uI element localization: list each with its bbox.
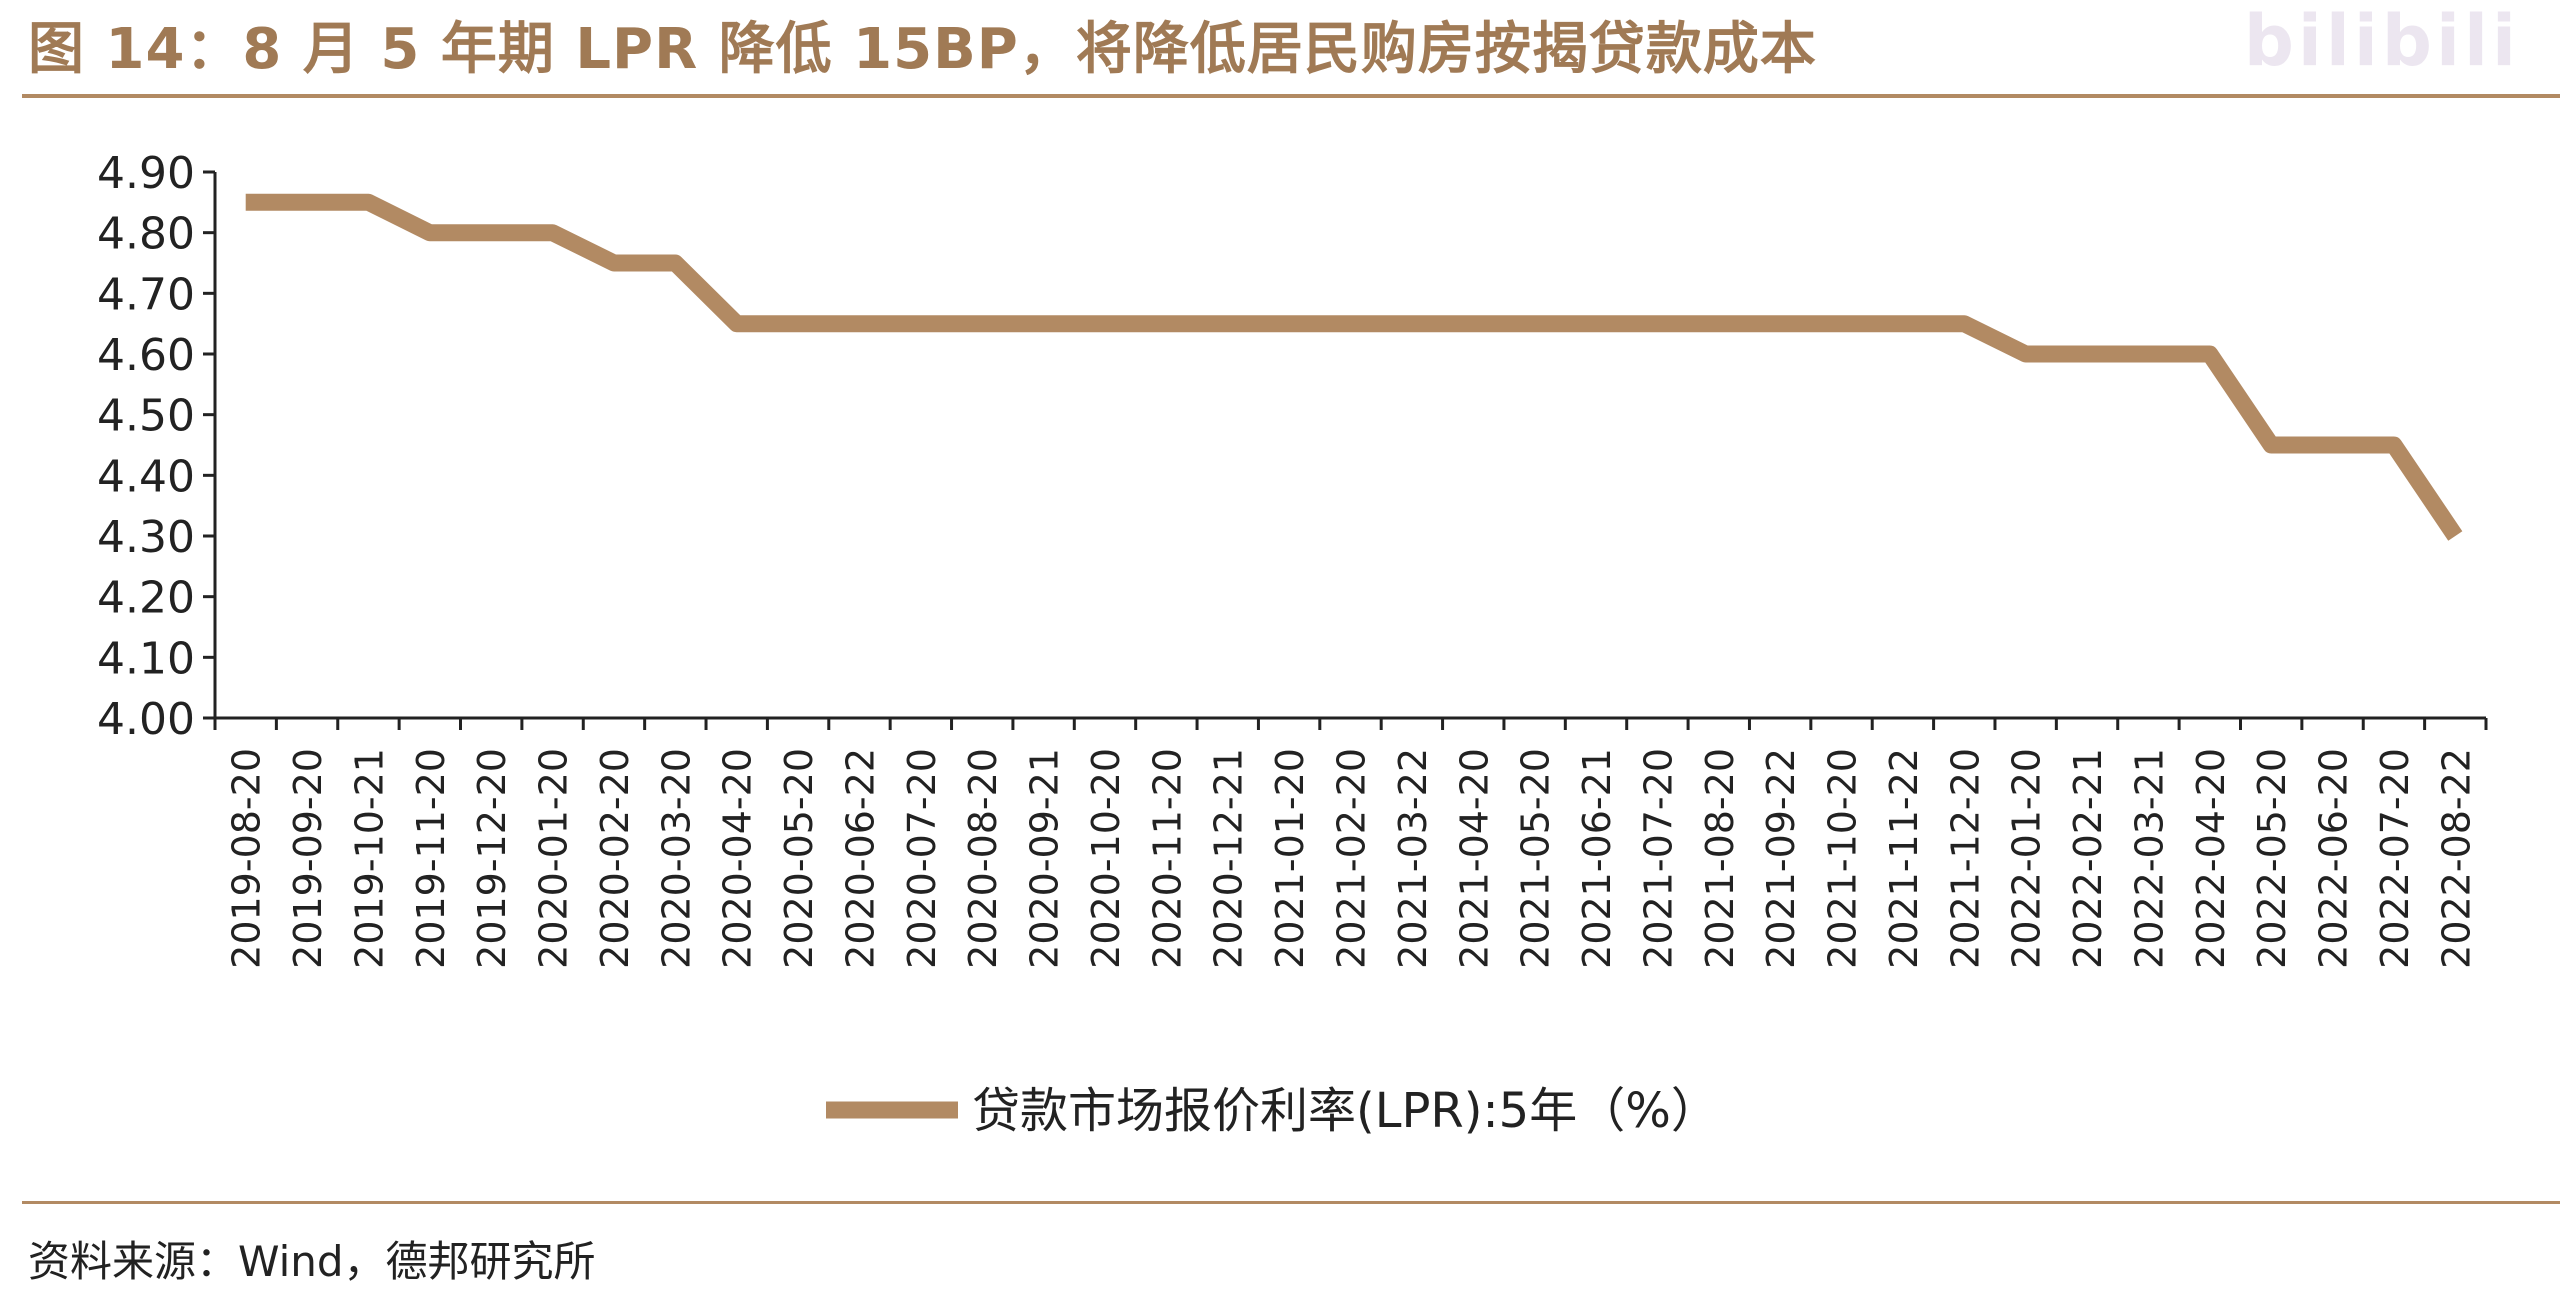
data-point: [1289, 323, 1290, 324]
x-tick-label: 2021-02-20: [1330, 748, 1374, 969]
data-point: [2209, 354, 2210, 355]
y-tick-label: 4.20: [97, 573, 195, 624]
data-point: [2025, 354, 2026, 355]
data-point: [1227, 323, 1228, 324]
data-point: [1657, 323, 1658, 324]
x-tick-label: 2020-09-21: [1023, 748, 1067, 969]
data-point: [1718, 323, 1719, 324]
data-point: [368, 202, 369, 203]
y-tick-label: 4.70: [97, 269, 195, 320]
x-tick-label: 2019-12-20: [470, 748, 514, 969]
y-tick-label: 4.60: [97, 330, 195, 381]
x-tick-label: 2021-10-20: [1821, 748, 1865, 969]
data-point: [2332, 445, 2333, 446]
x-tick-label: 2021-11-22: [1882, 748, 1926, 969]
data-point: [1534, 323, 1535, 324]
data-point: [798, 323, 799, 324]
figure-title: 图 14：8 月 5 年期 LPR 降低 15BP，将降低居民购房按揭贷款成本: [28, 17, 1817, 82]
data-point: [2393, 445, 2394, 446]
x-axis: 2019-08-20 2019-09-20 2019-10-21 2019-11-20…: [213, 716, 2488, 969]
data-point: [1043, 323, 1044, 324]
data-point: [1964, 323, 1965, 324]
data-point: [1411, 323, 1412, 324]
series-line: [245, 193, 2463, 541]
top-divider: [22, 94, 2560, 98]
data-point: [859, 323, 860, 324]
x-tick-label: 2022-08-22: [2434, 748, 2478, 969]
data-point: [675, 263, 676, 264]
y-tick-label: 4.90: [97, 148, 195, 199]
x-tick-label: 2020-07-20: [900, 748, 944, 969]
source-note: 资料来源：Wind，德邦研究所: [28, 1237, 596, 1286]
data-point: [245, 202, 246, 203]
x-tick-label: 2019-08-20: [225, 748, 269, 969]
x-tick-label: 2022-04-20: [2189, 748, 2233, 969]
x-tick-label: 2021-05-20: [1514, 748, 1558, 969]
bottom-divider: [22, 1201, 2560, 1204]
x-tick-label: 2020-01-20: [532, 748, 576, 969]
data-point: [1166, 323, 1167, 324]
x-tick-label: 2019-10-21: [347, 748, 391, 969]
legend: 贷款市场报价利率(LPR):5年（%）: [826, 1083, 1719, 1139]
data-point: [1473, 323, 1474, 324]
y-tick-label: 4.00: [97, 694, 195, 745]
data-point: [1350, 323, 1351, 324]
data-point: [2271, 445, 2272, 446]
data-point: [1841, 323, 1842, 324]
x-tick-label: 2020-10-20: [1084, 748, 1128, 969]
x-tick-label: 2019-11-20: [409, 748, 453, 969]
y-tick-label: 4.10: [97, 633, 195, 684]
data-point: [736, 323, 737, 324]
data-point: [920, 323, 921, 324]
x-tick-label: 2021-01-20: [1268, 748, 1312, 969]
legend-label: 贷款市场报价利率(LPR):5年（%）: [972, 1083, 1719, 1139]
y-tick-label: 4.40: [97, 451, 195, 502]
x-tick-label: 2021-04-20: [1452, 748, 1496, 969]
x-tick-label: 2021-03-22: [1391, 748, 1435, 969]
data-point: [2455, 536, 2456, 537]
x-tick-label: 2022-06-20: [2312, 748, 2356, 969]
data-point: [2087, 354, 2088, 355]
x-tick-label: 2022-01-20: [2005, 748, 2049, 969]
x-tick-label: 2022-05-20: [2250, 748, 2294, 969]
x-tick-label: 2020-04-20: [716, 748, 760, 969]
series-layer: [245, 193, 2463, 541]
data-point: [429, 232, 430, 233]
watermark-logo: bilibili: [2243, 0, 2520, 82]
data-point: [982, 323, 983, 324]
x-tick-label: 2022-02-21: [2066, 748, 2110, 969]
x-tick-label: 2020-03-20: [654, 748, 698, 969]
x-tick-label: 2020-12-21: [1207, 748, 1251, 969]
y-tick-label: 4.30: [97, 512, 195, 563]
x-tick-label: 2021-06-21: [1575, 748, 1619, 969]
x-tick-label: 2021-12-20: [1943, 748, 1987, 969]
x-tick-label: 2021-09-22: [1759, 748, 1803, 969]
x-tick-label: 2021-08-20: [1698, 748, 1742, 969]
data-point: [1105, 323, 1106, 324]
data-point: [2148, 354, 2149, 355]
x-tick-label: 2020-05-20: [777, 748, 821, 969]
y-tick-label: 4.50: [97, 391, 195, 442]
x-tick-label: 2020-06-22: [838, 748, 882, 969]
x-tick-label: 2022-07-20: [2373, 748, 2417, 969]
x-tick-label: 2020-02-20: [593, 748, 637, 969]
x-tick-label: 2020-11-20: [1145, 748, 1189, 969]
data-point: [614, 263, 615, 264]
data-point: [1596, 323, 1597, 324]
y-axis: 4.00 4.10 4.20 4.30 4.40 4.50 4.60 4.70 4.80 4.90: [97, 148, 217, 745]
x-tick-label: 2022-03-21: [2127, 748, 2171, 969]
data-point: [307, 202, 308, 203]
data-point: [552, 232, 553, 233]
x-tick-label: 2019-09-20: [286, 748, 330, 969]
data-point: [491, 232, 492, 233]
data-point: [1902, 323, 1903, 324]
x-tick-label: 2020-08-20: [961, 748, 1005, 969]
line-chart: 4.00 4.10 4.20 4.30 4.40 4.50 4.60 4.70 4.80 4.90…: [97, 148, 2488, 1139]
data-point: [1780, 323, 1781, 324]
y-tick-label: 4.80: [97, 209, 195, 260]
x-tick-label: 2021-07-20: [1636, 748, 1680, 969]
